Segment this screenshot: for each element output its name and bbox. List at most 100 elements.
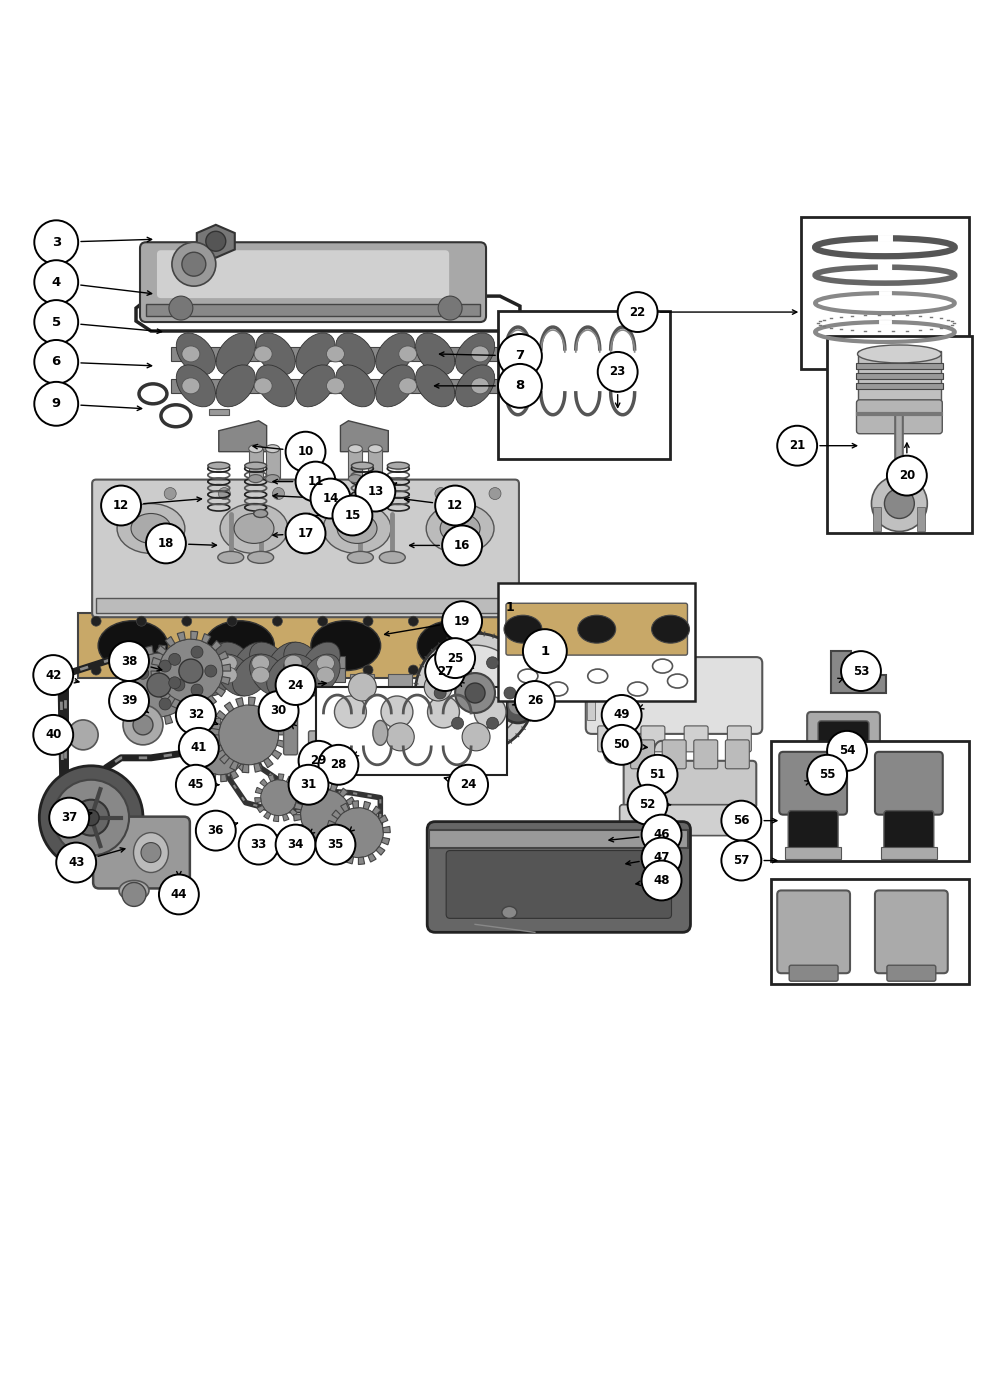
Ellipse shape: [399, 346, 417, 362]
Polygon shape: [121, 696, 131, 705]
Polygon shape: [264, 758, 273, 768]
Bar: [881, 847, 937, 858]
Polygon shape: [133, 650, 143, 661]
Ellipse shape: [134, 833, 168, 873]
Polygon shape: [376, 333, 415, 376]
Polygon shape: [176, 333, 215, 374]
Polygon shape: [244, 755, 252, 762]
Polygon shape: [381, 837, 390, 845]
Bar: [340, 701, 500, 723]
Circle shape: [239, 825, 279, 865]
Ellipse shape: [117, 503, 185, 553]
Circle shape: [777, 426, 817, 466]
Text: 56: 56: [733, 814, 750, 827]
Circle shape: [642, 815, 681, 855]
Circle shape: [487, 657, 499, 669]
Polygon shape: [176, 365, 215, 406]
Circle shape: [841, 651, 881, 692]
Polygon shape: [175, 710, 185, 719]
Circle shape: [286, 431, 325, 471]
Polygon shape: [160, 692, 170, 701]
Bar: [498, 584, 695, 701]
Polygon shape: [303, 832, 312, 841]
Text: 35: 35: [327, 839, 344, 851]
Polygon shape: [215, 687, 225, 697]
Bar: [587, 669, 595, 719]
Circle shape: [227, 665, 237, 675]
Ellipse shape: [317, 656, 334, 671]
Circle shape: [465, 683, 485, 703]
Circle shape: [311, 478, 350, 518]
Polygon shape: [226, 718, 233, 726]
Polygon shape: [255, 787, 262, 794]
Text: 6: 6: [52, 355, 61, 369]
Circle shape: [34, 383, 78, 426]
Polygon shape: [336, 850, 345, 859]
Polygon shape: [249, 697, 255, 705]
Circle shape: [435, 488, 447, 499]
FancyBboxPatch shape: [875, 751, 943, 815]
Circle shape: [196, 725, 246, 775]
Circle shape: [319, 744, 358, 784]
Polygon shape: [376, 847, 385, 855]
Text: 53: 53: [853, 664, 869, 678]
Circle shape: [508, 694, 528, 715]
Polygon shape: [191, 631, 198, 639]
Circle shape: [176, 694, 216, 735]
Text: 26: 26: [527, 694, 543, 707]
Ellipse shape: [245, 462, 267, 468]
Polygon shape: [455, 333, 495, 376]
Polygon shape: [165, 636, 175, 647]
Circle shape: [454, 617, 464, 626]
Text: 34: 34: [287, 839, 304, 851]
Circle shape: [179, 660, 203, 683]
Ellipse shape: [323, 503, 391, 553]
Ellipse shape: [504, 615, 542, 643]
Polygon shape: [221, 775, 227, 782]
FancyBboxPatch shape: [284, 703, 298, 755]
Bar: [785, 847, 841, 858]
FancyBboxPatch shape: [427, 822, 690, 933]
Bar: [426, 674, 450, 725]
Bar: [856, 363, 943, 369]
FancyBboxPatch shape: [725, 740, 749, 769]
Polygon shape: [156, 646, 166, 656]
Circle shape: [169, 297, 193, 320]
Polygon shape: [120, 671, 129, 679]
Circle shape: [33, 656, 73, 694]
Polygon shape: [278, 728, 287, 735]
Polygon shape: [203, 721, 211, 729]
Circle shape: [83, 809, 99, 826]
Circle shape: [272, 488, 284, 499]
Circle shape: [598, 352, 638, 392]
Circle shape: [123, 705, 163, 744]
Text: 37: 37: [61, 811, 77, 825]
Circle shape: [638, 755, 678, 794]
Polygon shape: [294, 802, 302, 809]
Polygon shape: [301, 654, 340, 696]
Polygon shape: [325, 839, 332, 847]
Polygon shape: [215, 654, 255, 696]
Polygon shape: [272, 750, 282, 760]
Text: 20: 20: [899, 468, 915, 482]
Circle shape: [272, 617, 282, 626]
Polygon shape: [216, 711, 226, 719]
Circle shape: [381, 696, 413, 728]
Text: 28: 28: [330, 758, 347, 771]
Ellipse shape: [440, 513, 480, 543]
Polygon shape: [194, 728, 203, 736]
Ellipse shape: [858, 345, 941, 363]
Text: 17: 17: [297, 527, 314, 541]
Circle shape: [286, 513, 325, 553]
Circle shape: [504, 687, 516, 699]
Text: 9: 9: [52, 398, 61, 410]
Bar: [856, 383, 943, 389]
Polygon shape: [213, 746, 223, 754]
Polygon shape: [296, 793, 303, 798]
Polygon shape: [170, 647, 179, 657]
Ellipse shape: [317, 667, 334, 683]
Ellipse shape: [368, 445, 382, 453]
Text: 49: 49: [613, 708, 630, 722]
FancyBboxPatch shape: [818, 721, 869, 753]
Circle shape: [49, 798, 89, 837]
